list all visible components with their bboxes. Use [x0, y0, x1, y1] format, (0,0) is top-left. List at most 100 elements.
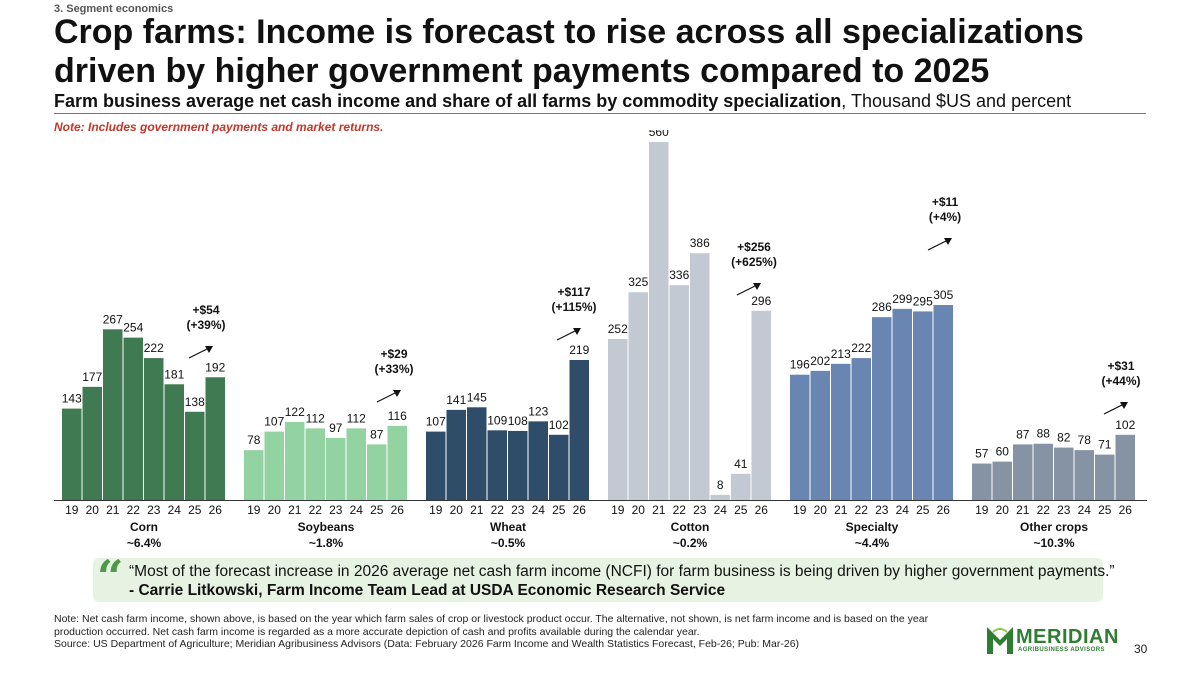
bar-specialty-26: [933, 305, 953, 500]
x-tick-label: 26: [391, 503, 405, 517]
page-number: 30: [1134, 642, 1148, 656]
bar-corn-20: [82, 386, 102, 500]
quote-text: “Most of the forecast increase in 2026 a…: [129, 563, 1115, 580]
bar-specialty-19: [790, 374, 810, 500]
x-tick-label: 20: [996, 503, 1010, 517]
quote-author: - Carrie Litkowski, Farm Income Team Lea…: [129, 582, 726, 599]
change-pct-label: (+625%): [731, 255, 777, 269]
x-tick-label: 25: [370, 503, 384, 517]
x-tick-label: 21: [106, 503, 120, 517]
bar-corn-21: [103, 329, 123, 500]
group-label: Corn: [130, 520, 158, 534]
bar-cotton-20: [628, 292, 648, 500]
x-tick-label: 21: [470, 503, 484, 517]
bar-soybeans-24: [346, 428, 366, 500]
bar-other-crops-19: [972, 463, 992, 500]
x-tick-label: 23: [147, 503, 161, 517]
data-label: 386: [690, 236, 710, 250]
data-label: 108: [508, 414, 528, 428]
change-pct-label: (+33%): [374, 362, 413, 376]
x-tick-label: 25: [916, 503, 930, 517]
bar-wheat-20: [446, 409, 466, 500]
page-title: Crop farms: Income is forecast to rise a…: [54, 13, 1084, 90]
change-label: +$29: [380, 347, 407, 361]
x-tick-label: 23: [875, 503, 889, 517]
arrow-head-icon: [1120, 402, 1128, 409]
change-pct-label: (+4%): [929, 210, 961, 224]
data-label: 299: [892, 292, 912, 306]
data-label: 141: [446, 393, 466, 407]
x-tick-label: 19: [611, 503, 625, 517]
bar-wheat-19: [426, 431, 446, 500]
group-label: Other crops: [1020, 520, 1088, 534]
x-tick-label: 20: [86, 503, 100, 517]
x-tick-label: 24: [1078, 503, 1092, 517]
x-tick-label: 22: [1037, 503, 1051, 517]
data-label: 107: [264, 415, 284, 429]
group-share-label: ~1.8%: [309, 536, 344, 550]
bar-soybeans-19: [244, 450, 264, 500]
x-tick-label: 26: [573, 503, 587, 517]
group-label: Wheat: [490, 520, 526, 534]
data-label: 202: [810, 354, 830, 368]
logo-name: MERIDIAN: [1016, 626, 1119, 648]
bar-corn-19: [62, 408, 82, 500]
chart-note: Note: Includes government payments and m…: [54, 120, 384, 134]
data-label: 296: [751, 294, 771, 308]
group-share-label: ~0.2%: [673, 536, 708, 550]
x-tick-label: 25: [188, 503, 202, 517]
bar-wheat-22: [487, 430, 507, 500]
data-label: 196: [790, 358, 810, 372]
change-arrow-icon: [1103, 403, 1125, 415]
bar-cotton-21: [649, 142, 669, 500]
bar-soybeans-21: [285, 422, 305, 500]
bar-other-crops-22: [1033, 443, 1053, 500]
data-label: 41: [734, 457, 748, 471]
bar-specialty-24: [892, 308, 912, 500]
section-label: 3. Segment economics: [54, 3, 174, 15]
meridian-m-icon: [987, 627, 1013, 654]
x-tick-label: 21: [288, 503, 302, 517]
x-tick-label: 19: [429, 503, 443, 517]
bar-corn-23: [144, 358, 164, 500]
bar-other-crops-23: [1054, 447, 1074, 500]
data-label: 143: [62, 392, 82, 406]
bar-corn-24: [164, 384, 184, 500]
bar-wheat-21: [467, 407, 487, 500]
bar-cotton-22: [669, 285, 689, 500]
data-label: 213: [831, 347, 851, 361]
x-tick-label: 19: [975, 503, 989, 517]
data-label: 252: [608, 322, 628, 336]
bar-corn-25: [185, 411, 205, 500]
x-tick-label: 24: [350, 503, 364, 517]
x-tick-label: 20: [632, 503, 646, 517]
x-tick-label: 26: [755, 503, 769, 517]
x-tick-label: 25: [734, 503, 748, 517]
x-tick-label: 23: [511, 503, 525, 517]
data-label: 107: [426, 415, 446, 429]
group-share-label: ~6.4%: [127, 536, 162, 550]
change-label: +$31: [1107, 359, 1134, 373]
x-tick-label: 24: [168, 503, 182, 517]
x-tick-label: 20: [450, 503, 464, 517]
x-tick-label: 19: [65, 503, 79, 517]
group-label: Soybeans: [298, 520, 355, 534]
x-tick-label: 20: [814, 503, 828, 517]
data-label: 145: [467, 390, 487, 404]
x-tick-label: 23: [329, 503, 343, 517]
group-share-label: ~4.4%: [855, 536, 890, 550]
bar-cotton-26: [751, 310, 771, 500]
bar-soybeans-26: [387, 425, 407, 500]
data-label: 88: [1037, 427, 1051, 441]
group-label: Specialty: [846, 520, 899, 534]
quote-box: “ “Most of the forecast increase in 2026…: [93, 552, 1115, 602]
x-tick-label: 24: [532, 503, 546, 517]
footnote: Note: Net cash farm income, shown above,…: [54, 613, 974, 651]
subtitle-bold: Farm business average net cash income an…: [54, 91, 842, 111]
data-label: 109: [487, 413, 507, 427]
group-share-label: ~0.5%: [491, 536, 526, 550]
bar-soybeans-25: [367, 444, 387, 500]
data-label: 116: [388, 409, 407, 423]
bar-wheat-25: [549, 434, 569, 500]
data-label: 254: [123, 321, 143, 335]
